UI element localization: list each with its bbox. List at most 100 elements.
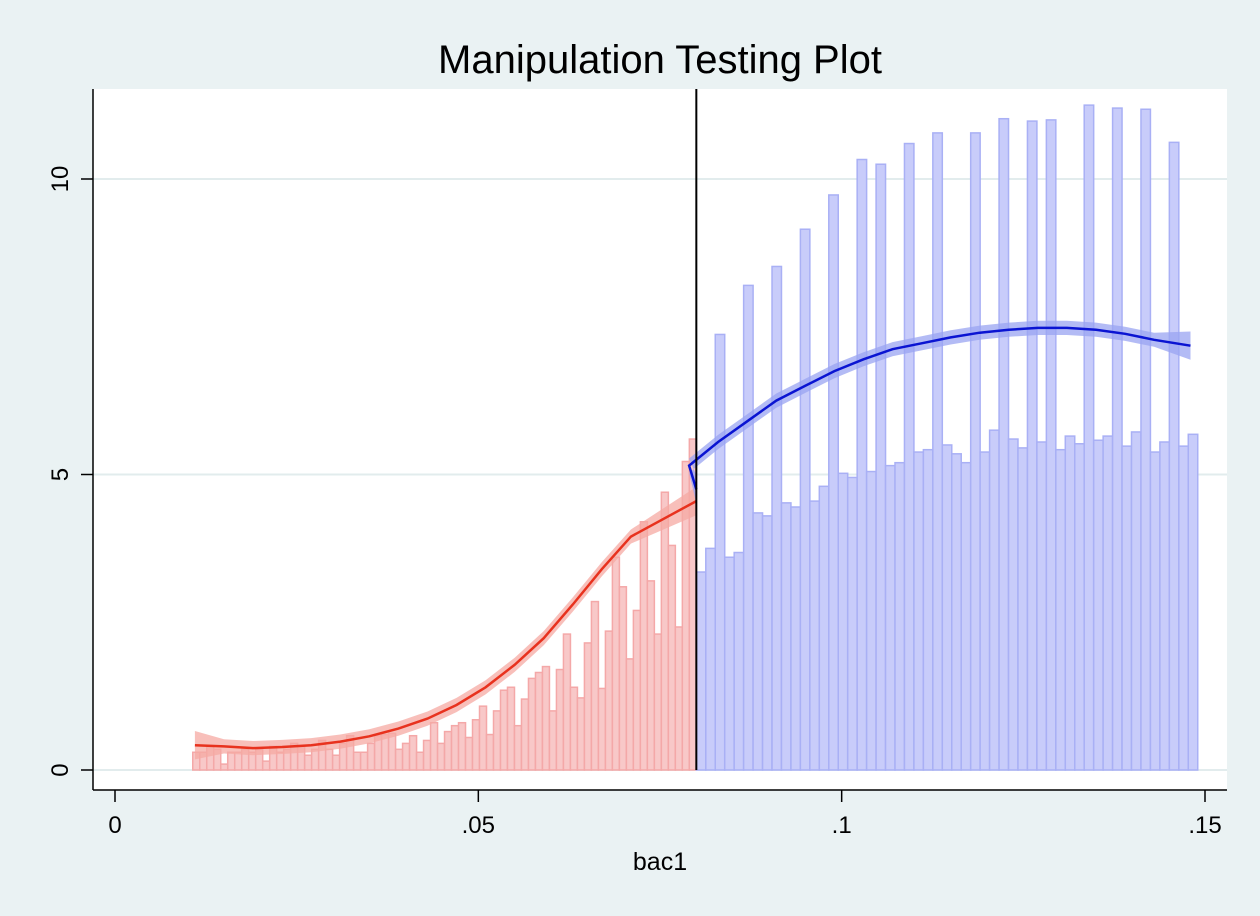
right-bar-27 (951, 453, 962, 771)
right-bar-21 (894, 461, 906, 771)
left-bar-59 (604, 630, 614, 771)
left-bar-64 (639, 521, 649, 771)
right-bar-17 (856, 158, 868, 771)
right-bar-37 (1045, 119, 1057, 771)
left-bar-53 (562, 633, 572, 771)
right-bar-16 (846, 476, 858, 771)
right-bar-4 (733, 551, 745, 771)
right-bar-47 (1140, 108, 1152, 771)
left-bar-37 (450, 724, 460, 771)
right-bar-12 (809, 500, 821, 771)
left-bar-63 (632, 609, 642, 771)
left-bar-56 (583, 642, 593, 771)
left-bar-52 (555, 668, 565, 771)
right-bar-51 (1178, 445, 1190, 771)
right-bar-1 (705, 547, 717, 771)
right-bar-41 (1083, 104, 1095, 771)
confidence-bands (194, 320, 1191, 760)
right-bar-31 (988, 429, 1000, 771)
x-tick-label-0: 0 (108, 812, 121, 839)
right-bar-20 (884, 464, 896, 771)
left-bar-61 (618, 586, 628, 771)
right-bar-11 (799, 228, 811, 771)
left-bar-36 (443, 730, 453, 771)
right-bar-32 (998, 117, 1010, 771)
right-bar-49 (1159, 441, 1171, 771)
right-bar-36 (1036, 441, 1048, 771)
y-axis-ticks: 0 5 10 (47, 166, 93, 777)
right-histogram (695, 104, 1199, 771)
left-bar-67 (660, 491, 670, 771)
right-bar-23 (913, 451, 925, 771)
right-bar-26 (941, 444, 953, 771)
left-bar-40 (471, 719, 481, 771)
right-bar-8 (771, 265, 783, 771)
right-bar-48 (1149, 451, 1161, 771)
left-bar-42 (485, 733, 495, 771)
left-bar-16 (303, 754, 313, 771)
right-bar-30 (979, 451, 991, 771)
right-bar-18 (865, 470, 877, 771)
left-bar-6 (233, 751, 243, 771)
left-bar-66 (653, 633, 663, 771)
right-bar-34 (1017, 447, 1029, 771)
left-bar-58 (597, 687, 607, 771)
right-fit-line (687, 326, 1191, 490)
left-bar-57 (590, 600, 600, 771)
right-bar-40 (1073, 443, 1085, 771)
right-bar-28 (960, 461, 972, 771)
right-bar-3 (723, 556, 735, 771)
right-bar-14 (828, 194, 839, 771)
left-bar-46 (513, 724, 523, 771)
left-bar-43 (492, 710, 502, 771)
right-bar-43 (1102, 435, 1114, 771)
x-axis-ticks: 0 .05 .1 .15 (108, 790, 1222, 839)
right-bar-38 (1055, 448, 1067, 771)
right-bar-19 (875, 163, 887, 771)
x-tick-label-2: .1 (832, 812, 852, 839)
right-bar-52 (1187, 433, 1199, 771)
left-fit-line (194, 500, 697, 750)
left-bar-41 (478, 705, 488, 771)
right-bar-15 (837, 472, 849, 771)
left-bar-69 (674, 626, 684, 771)
left-bar-20 (331, 754, 341, 771)
right-bar-25 (932, 132, 944, 771)
left-bar-34 (429, 721, 439, 771)
right-bar-5 (742, 284, 754, 771)
right-bar-0 (695, 571, 707, 771)
right-bar-9 (780, 502, 792, 771)
right-bar-2 (714, 333, 726, 771)
left-bar-55 (576, 697, 586, 771)
left-bar-28 (387, 732, 397, 771)
right-bar-6 (752, 512, 764, 771)
left-bar-31 (408, 734, 418, 771)
x-axis-label: bac1 (633, 848, 687, 876)
left-bar-54 (569, 686, 579, 771)
right-bar-35 (1026, 120, 1038, 771)
left-bar-49 (534, 671, 544, 771)
right-bar-24 (922, 448, 934, 771)
right-bar-22 (903, 142, 915, 771)
right-bar-29 (969, 132, 981, 771)
left-bar-48 (527, 677, 537, 771)
x-tick-label-1: .05 (462, 812, 495, 839)
left-bar-44 (499, 689, 509, 771)
left-bar-19 (324, 748, 334, 771)
left-bar-32 (415, 751, 425, 771)
right-bar-45 (1121, 445, 1133, 771)
left-bar-17 (310, 748, 320, 771)
y-tick-label-2: 10 (47, 166, 74, 193)
right-bar-50 (1168, 141, 1180, 771)
right-bar-13 (818, 485, 830, 771)
right-bar-10 (790, 506, 802, 771)
left-bar-62 (625, 658, 635, 771)
left-bar-5 (226, 751, 236, 771)
left-bar-23 (352, 751, 362, 771)
right-bar-33 (1007, 438, 1019, 771)
right-bar-39 (1064, 435, 1076, 771)
left-histogram (192, 438, 698, 771)
left-bar-35 (436, 742, 446, 771)
left-confidence-band (194, 486, 697, 760)
